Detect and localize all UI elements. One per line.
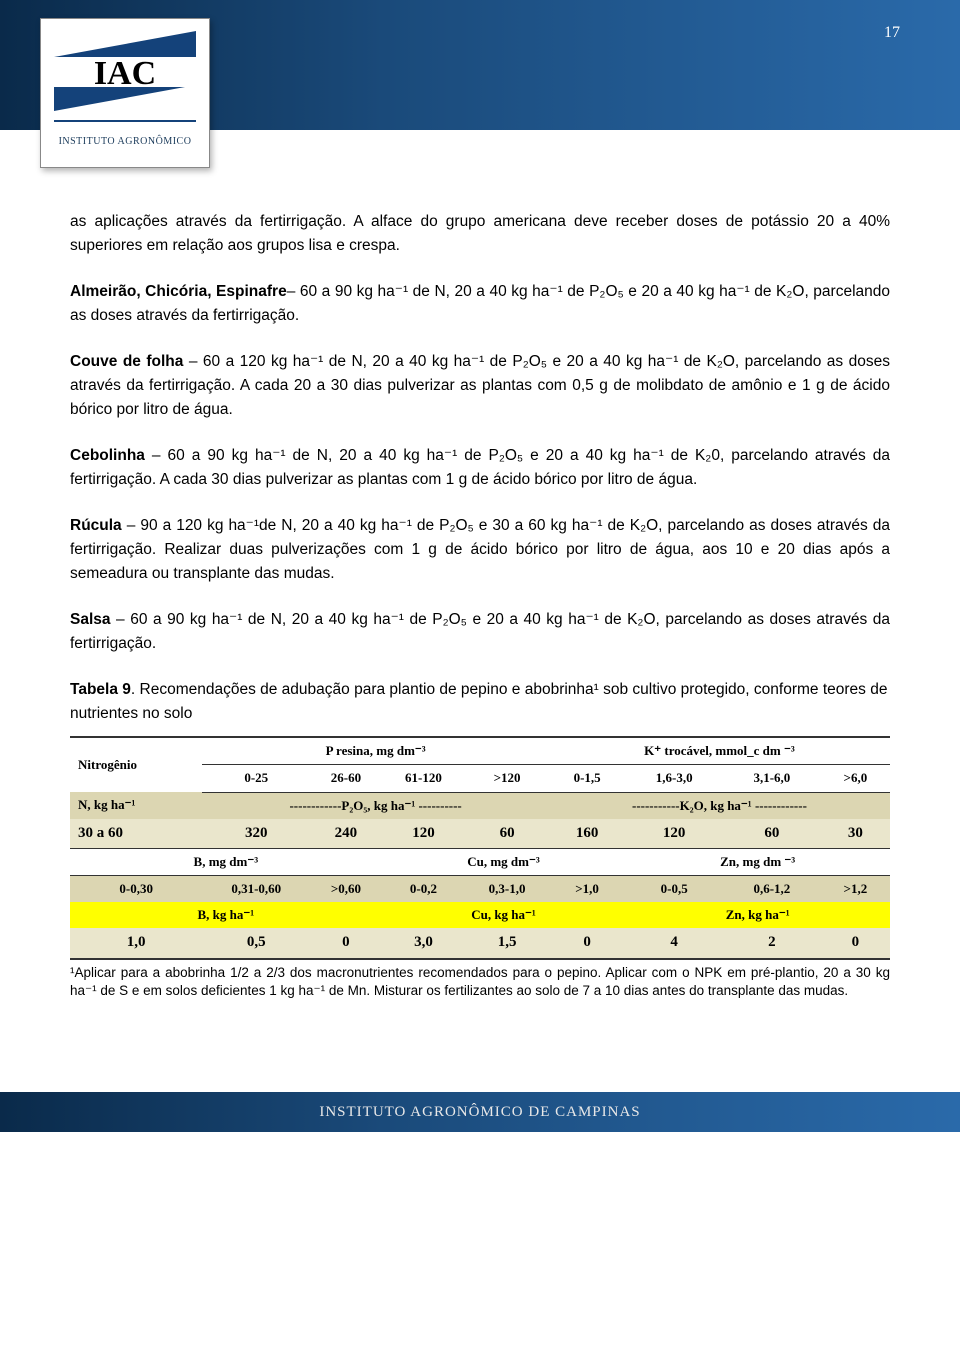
- paragraph-almeirao: Almeirão, Chicória, Espinafre– 60 a 90 k…: [70, 280, 890, 328]
- k-range: 0-1,5: [549, 765, 625, 792]
- paragraph-rucula: Rúcula – 90 a 120 kg ha⁻¹de N, 20 a 40 k…: [70, 514, 890, 586]
- b-range: 0,31-0,60: [202, 876, 310, 903]
- k-unit: -----------K₂O, kg ha⁻¹ ------------: [549, 792, 890, 819]
- logo-box: IAC INSTITUTO AGRONÔMICO: [40, 18, 210, 168]
- macro-table: Nitrogênio P resina, mg dm⁻³ K⁺ trocável…: [70, 736, 890, 959]
- cu-val: 3,0: [382, 928, 466, 958]
- iac-logo-icon: IAC: [50, 27, 200, 132]
- k-header: K⁺ trocável, mmol_c dm ⁻³: [549, 737, 890, 765]
- zn-range: >1,2: [821, 876, 890, 903]
- b-val: 1,0: [70, 928, 202, 958]
- table-caption: Tabela 9. Recomendações de adubação para…: [70, 678, 890, 726]
- zn-range: 0,6-1,2: [723, 876, 821, 903]
- p-range: >120: [465, 765, 549, 792]
- b-range: >0,60: [310, 876, 381, 903]
- n-unit: N, kg ha⁻¹: [70, 792, 202, 819]
- cu-val: 0: [549, 928, 625, 958]
- val: 320: [202, 819, 310, 849]
- paragraph-salsa: Salsa – 60 a 90 kg ha⁻¹ de N, 20 a 40 kg…: [70, 608, 890, 656]
- zn-val: 0: [821, 928, 890, 958]
- micro-hdr-zn: Zn, mg dm ⁻³: [625, 848, 890, 875]
- zn-val: 2: [723, 928, 821, 958]
- val: 60: [723, 819, 821, 849]
- footer-text: INSTITUTO AGRONÔMICO DE CAMPINAS: [319, 1104, 640, 1121]
- page-number: 17: [884, 24, 900, 42]
- table-9: Nitrogênio P resina, mg dm⁻³ K⁺ trocável…: [70, 736, 890, 959]
- p-range: 0-25: [202, 765, 310, 792]
- cu-range: 0,3-1,0: [465, 876, 549, 903]
- val: 240: [310, 819, 381, 849]
- cu-unit-hdr: Cu, kg ha⁻¹: [382, 902, 626, 928]
- p-range: 26-60: [310, 765, 381, 792]
- val: 30: [821, 819, 890, 849]
- k-range: >6,0: [821, 765, 890, 792]
- cu-range: >1,0: [549, 876, 625, 903]
- main-row-label: 30 a 60: [70, 819, 202, 849]
- footer-band: INSTITUTO AGRONÔMICO DE CAMPINAS: [0, 1092, 960, 1132]
- k-range: 1,6-3,0: [625, 765, 723, 792]
- cu-range: 0-0,2: [382, 876, 466, 903]
- p-range: 61-120: [382, 765, 466, 792]
- b-val: 0: [310, 928, 381, 958]
- micro-hdr-b: B, mg dm⁻³: [70, 848, 382, 875]
- val: 60: [465, 819, 549, 849]
- val: 120: [382, 819, 466, 849]
- cu-val: 1,5: [465, 928, 549, 958]
- table-footnote: ¹Aplicar para a abobrinha 1/2 a 2/3 dos …: [70, 964, 890, 1000]
- nitro-label: Nitrogênio: [70, 737, 202, 792]
- paragraph-cebolinha: Cebolinha – 60 a 90 kg ha⁻¹ de N, 20 a 4…: [70, 444, 890, 492]
- p-unit: ------------P₂O₅, kg ha⁻¹ ----------: [202, 792, 549, 819]
- micro-hdr-cu: Cu, mg dm⁻³: [382, 848, 626, 875]
- zn-range: 0-0,5: [625, 876, 723, 903]
- paragraph-couve: Couve de folha – 60 a 120 kg ha⁻¹ de N, …: [70, 350, 890, 422]
- val: 160: [549, 819, 625, 849]
- zn-val: 4: [625, 928, 723, 958]
- svg-text:IAC: IAC: [94, 55, 156, 92]
- b-val: 0,5: [202, 928, 310, 958]
- header-band: 17 IAC INSTITUTO AGRONÔMICO: [0, 0, 960, 130]
- zn-unit-hdr: Zn, kg ha⁻¹: [625, 902, 890, 928]
- logo-caption: INSTITUTO AGRONÔMICO: [59, 136, 192, 147]
- page-content: as aplicações através da fertirrigação. …: [0, 130, 960, 1052]
- paragraph-intro: as aplicações através da fertirrigação. …: [70, 210, 890, 258]
- k-range: 3,1-6,0: [723, 765, 821, 792]
- val: 120: [625, 819, 723, 849]
- p-header: P resina, mg dm⁻³: [202, 737, 549, 765]
- b-unit-hdr: B, kg ha⁻¹: [70, 902, 382, 928]
- b-range: 0-0,30: [70, 876, 202, 903]
